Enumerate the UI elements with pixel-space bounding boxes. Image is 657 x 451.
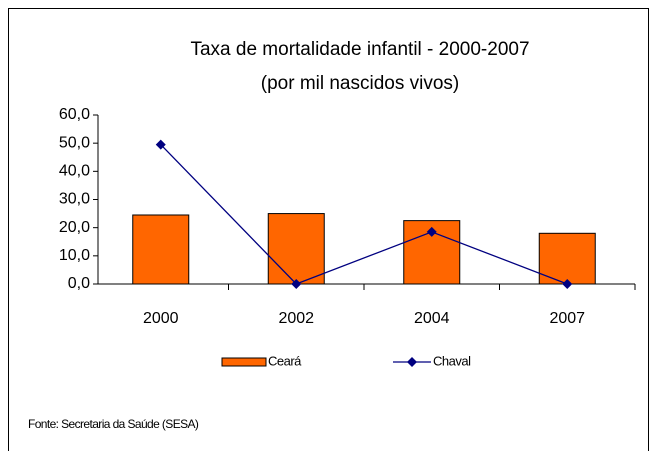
chart-subtitle: (por mil nascidos vivos)	[261, 73, 460, 94]
legend-label: Chaval	[433, 353, 471, 368]
bar	[538, 232, 596, 285]
chart-frame	[8, 8, 649, 451]
y-tick-label: 60,0	[59, 106, 90, 123]
x-tick-label: 2004	[414, 310, 450, 327]
x-tick-label: 2002	[278, 310, 314, 327]
bar	[267, 213, 325, 285]
y-tick-label: 20,0	[59, 219, 90, 236]
y-tick-label: 10,0	[59, 247, 90, 264]
bar	[132, 214, 190, 285]
legend-marker	[407, 357, 417, 367]
legend-swatch	[221, 357, 267, 367]
y-tick-label: 0,0	[68, 275, 90, 292]
source-note: Fonte: Secretaria da Saúde (SESA)	[28, 417, 199, 431]
y-tick-label: 50,0	[59, 134, 90, 151]
y-tick-label: 40,0	[59, 163, 90, 180]
marker	[291, 279, 302, 289]
x-tick-label: 2007	[549, 310, 585, 327]
y-tick-label: 30,0	[59, 191, 90, 208]
chart-title: Taxa de mortalidade infantil - 2000-2007	[190, 39, 529, 60]
marker	[562, 279, 573, 289]
x-tick-label: 2000	[143, 310, 179, 327]
line	[160, 144, 568, 285]
marker	[155, 139, 166, 150]
legend-label: Ceará	[268, 353, 302, 368]
marker	[426, 226, 437, 237]
